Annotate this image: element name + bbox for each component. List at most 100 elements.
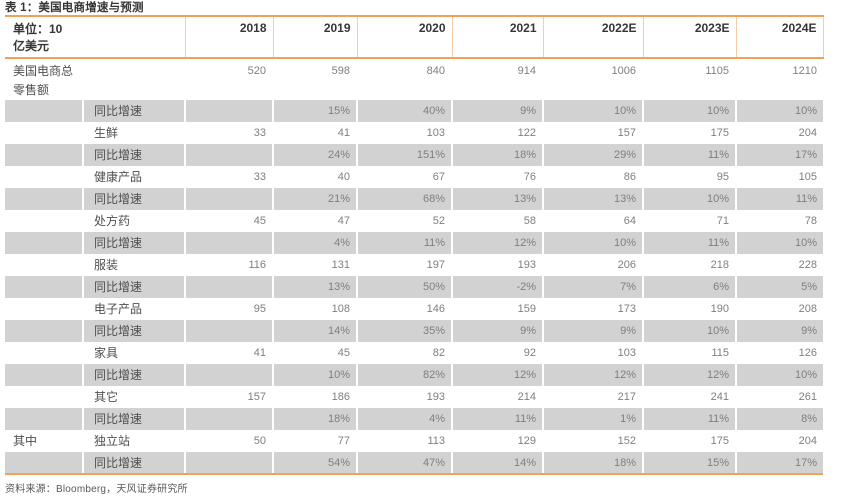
table-row: 同比增速 21% 68% 13% 13% 10% 11% (5, 188, 824, 210)
cell-value: 41 (185, 342, 275, 364)
cell-value: 208 (798, 303, 818, 315)
column-header-2018: 2018 (185, 15, 274, 59)
cell-value: 9% (452, 320, 545, 342)
cell-value (185, 232, 275, 254)
cell-value: 82% (357, 364, 454, 386)
cell-value: 11% (736, 188, 824, 210)
table-row: 同比增速 4% 11% 12% 10% 11% 10% (5, 232, 824, 254)
cell-value: 40% (357, 100, 454, 122)
cell-value: 152 (543, 430, 645, 452)
cell-value: 40 (273, 166, 359, 188)
row-group-label (5, 452, 84, 475)
row-group-label (5, 232, 84, 254)
cell-value: 10% (543, 232, 645, 254)
cell-value: 50 (185, 430, 275, 452)
cell-value: 35% (357, 320, 454, 342)
row-group-label (5, 364, 84, 386)
cell-value: 10% (643, 188, 738, 210)
row-group-label (5, 166, 84, 188)
table-row: 同比增速 24% 151% 18% 29% 11% 17% (5, 144, 824, 166)
table-row: 其中 独立站 50 77 113 129 152 175 204 (5, 430, 823, 452)
cell-value: 126 (798, 347, 818, 359)
column-header-2020: 2020 (357, 15, 453, 59)
cell-value: 241 (643, 386, 738, 408)
row-group-label (5, 298, 84, 320)
cell-value: 95 (185, 298, 275, 320)
cell-value: 45 (185, 210, 275, 232)
cell-value: 58 (452, 210, 545, 232)
table-row: 同比增速 54% 47% 14% 18% 15% 17% (5, 452, 824, 475)
cell-value (185, 188, 275, 210)
cell-value: 29% (543, 144, 645, 166)
cell-value: 52 (357, 210, 454, 232)
cell-value: 45 (273, 342, 359, 364)
cell-value: 218 (643, 254, 738, 276)
cell-value: 157 (543, 122, 645, 144)
table-row: 同比增速 18% 4% 11% 1% 11% 8% (5, 408, 824, 430)
cell-value: 10% (273, 364, 359, 386)
cell-value: 18% (452, 144, 545, 166)
cell-value: 47 (273, 210, 359, 232)
table-row: 同比增速 13% 50% -2% 7% 6% 5% (5, 276, 824, 298)
table-row: 其它 157 186 193 214 217 241 261 (5, 386, 823, 408)
table-title: 表 1：美国电商增速与预测 (5, 2, 144, 14)
cell-value: 105 (798, 171, 818, 183)
cell-value: 54% (273, 452, 359, 475)
cell-value: 206 (543, 254, 645, 276)
cell-value: 64 (543, 210, 645, 232)
cell-value: 17% (736, 452, 824, 475)
cell-value: 18% (273, 408, 359, 430)
cell-value: 12% (452, 232, 545, 254)
row-label: 其它 (83, 386, 187, 408)
cell-value: 10% (736, 100, 824, 122)
row-label: 同比增速 (83, 144, 187, 166)
cell-value: 9% (543, 320, 645, 342)
row-group-label (5, 144, 84, 166)
row-label: 独立站 (83, 430, 187, 452)
cell-value: 50% (357, 276, 454, 298)
row-group-label (5, 276, 84, 298)
cell-value: 214 (452, 386, 545, 408)
cell-value: -2% (452, 276, 545, 298)
cell-value: 108 (273, 298, 359, 320)
row-label: 生鲜 (83, 122, 187, 144)
row-label: 家具 (83, 342, 187, 364)
unit-label-cell: 单位：10 亿美元 (5, 15, 186, 59)
cell-value: 8% (736, 408, 824, 430)
cell-value: 67 (357, 166, 454, 188)
cell-value: 157 (185, 386, 275, 408)
cell-value: 71 (643, 210, 738, 232)
cell-value: 92 (452, 342, 545, 364)
cell-value: 193 (357, 386, 454, 408)
row-label: 同比增速 (83, 188, 187, 210)
cell-value: 146 (357, 298, 454, 320)
cell-value: 261 (798, 391, 818, 403)
row-group-label (5, 254, 84, 276)
cell-value: 12% (452, 364, 545, 386)
cell-value: 10% (736, 364, 824, 386)
cell-value: 13% (273, 276, 359, 298)
cell-value: 4% (273, 232, 359, 254)
cell-value: 47% (357, 452, 454, 475)
cell-value: 11% (643, 232, 738, 254)
table-row: 健康产品 33 40 67 76 86 95 105 (5, 166, 823, 188)
cell-value: 186 (273, 386, 359, 408)
cell-value: 7% (543, 276, 645, 298)
cell-value: 1105 (643, 58, 738, 100)
cell-value: 122 (452, 122, 545, 144)
cell-value: 4% (357, 408, 454, 430)
cell-value: 24% (273, 144, 359, 166)
cell-value: 11% (357, 232, 454, 254)
cell-value: 33 (185, 122, 275, 144)
row-label: 处方药 (83, 210, 187, 232)
cell-value: 11% (643, 408, 738, 430)
cell-value: 12% (543, 364, 645, 386)
row-label: 同比增速 (83, 276, 187, 298)
cell-value: 1210 (792, 65, 818, 77)
row-group-label (5, 188, 84, 210)
row-group-label (5, 122, 84, 144)
table-body: 美国电商总零售额 520 598 840 914 1006 1105 1210 同比增速 15% 4… (5, 58, 824, 475)
table-row: 同比增速 14% 35% 9% 9% 10% 9% (5, 320, 824, 342)
table-row: 处方药 45 47 52 58 64 71 78 (5, 210, 823, 232)
table-row: 同比增速 15% 40% 9% 10% 10% 10% (5, 100, 824, 122)
